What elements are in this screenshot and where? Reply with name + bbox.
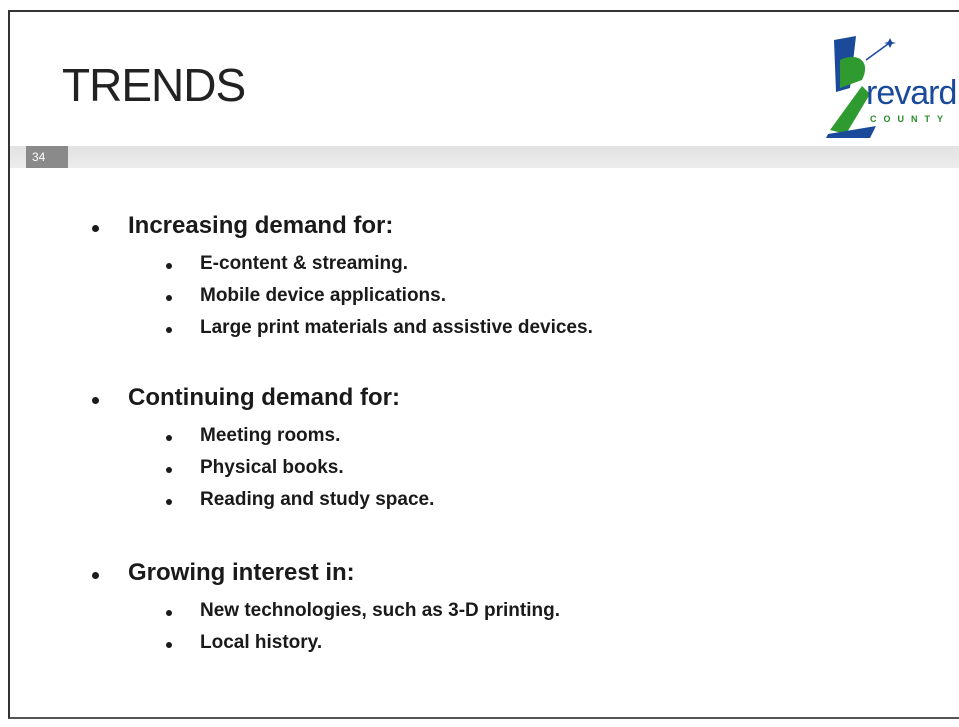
section-heading: Growing interest in: [128,559,355,586]
bullet [166,295,172,301]
bullet [166,642,172,648]
list-item: Reading and study space. [200,489,435,510]
logo-graphic [826,36,896,138]
slide-frame [8,10,959,719]
bullet [92,572,99,579]
logo-word: revard [866,74,957,112]
section-heading: Increasing demand for: [128,212,394,239]
bullet [166,499,172,505]
list-item: Large print materials and assistive devi… [200,317,593,338]
bullet [166,610,172,616]
logo-county: COUNTY [870,114,950,124]
bullet [166,435,172,441]
list-item: Mobile device applications. [200,285,447,306]
bullet [92,225,99,232]
list-item: Local history. [200,632,323,653]
list-item: E-content & streaming. [200,253,408,274]
bullet [166,467,172,473]
header-bar [10,146,959,168]
bullet [166,263,172,269]
page-number: 34 [26,146,68,168]
slide-title: TRENDS [62,59,246,111]
list-item: New technologies, such as 3-D printing. [200,600,560,621]
list-item: Physical books. [200,457,344,478]
section-heading: Continuing demand for: [128,384,400,411]
list-item: Meeting rooms. [200,425,341,446]
bullet [92,397,99,404]
bullet [166,327,172,333]
